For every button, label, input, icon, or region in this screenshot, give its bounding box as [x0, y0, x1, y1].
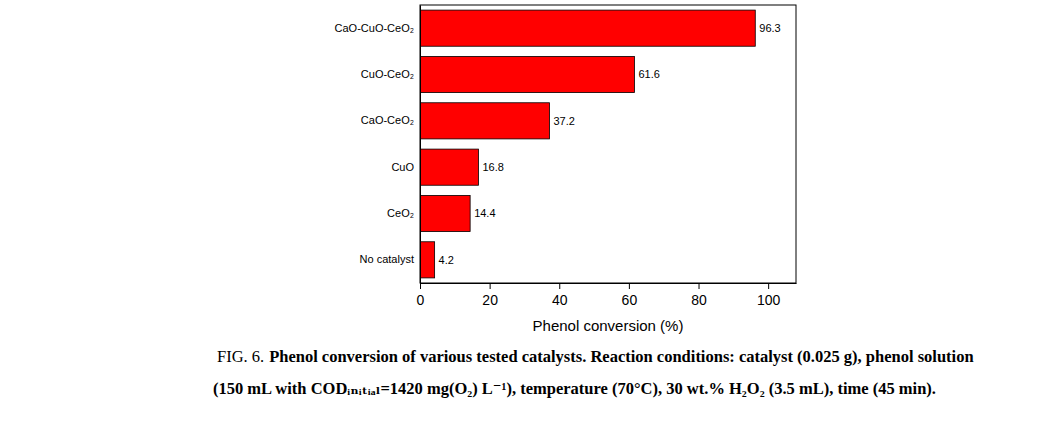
x-axis-line [421, 283, 797, 284]
x-tick-label: 60 [622, 292, 638, 308]
data-labels: 96.3 61.6 37.2 16.8 14.4 4.2 [439, 22, 781, 266]
y-tick-label: No catalyst [360, 253, 414, 265]
x-tick-label: 0 [417, 292, 425, 308]
x-tick: 40 [552, 283, 568, 308]
y-tick: CaO-CuO-CeO₂ [335, 22, 420, 34]
x-tick: 0 [417, 283, 425, 308]
y-tick-label: CuO-CeO₂ [361, 68, 414, 80]
x-axis: 0 20 40 60 80 100 [417, 283, 797, 308]
x-tick-label: 100 [757, 292, 781, 308]
y-tick: No catalyst [360, 253, 420, 265]
data-label: 61.6 [638, 68, 659, 80]
y-axis: CaO-CuO-CeO₂ CuO-CeO₂ CaO-CeO₂ CuO CeO₂ No ca… [335, 6, 421, 284]
data-label: 16.8 [482, 161, 503, 173]
x-tick-mark [768, 283, 769, 289]
x-tick-label: 40 [552, 292, 568, 308]
bars [420, 10, 755, 278]
y-tick: CuO-CeO₂ [361, 68, 420, 80]
bar [420, 103, 550, 139]
bar [420, 10, 755, 46]
caption-text: Phenol conversion of various tested cata… [269, 347, 973, 366]
x-tick-label: 80 [691, 292, 707, 308]
y-tick-label: CaO-CuO-CeO₂ [335, 22, 414, 34]
x-tick: 100 [757, 283, 781, 308]
caption-line: (150 mL with CODᵢₙᵢₜᵢₐₗ=1420 mg(O₂) L⁻¹)… [213, 379, 936, 398]
x-tick-mark [490, 283, 491, 289]
bar [420, 149, 478, 185]
data-label: 96.3 [759, 22, 780, 34]
x-tick: 20 [482, 283, 498, 308]
x-axis-title: Phenol conversion (%) [533, 317, 684, 334]
bar [420, 242, 435, 278]
x-tick-label: 20 [482, 292, 498, 308]
y-tick-label: CeO₂ [387, 207, 414, 219]
x-tick: 80 [691, 283, 707, 308]
caption: FIG. 6. Phenol conversion of various test… [213, 347, 974, 398]
x-tick-mark [559, 283, 560, 289]
y-tick: CuO [391, 161, 420, 173]
y-tick: CeO₂ [387, 207, 420, 219]
chart: 0 20 40 60 80 100 CaO-CuO-CeO₂ CuO-CeO₂ CaO-CeO₂… [0, 0, 1050, 427]
data-label: 14.4 [474, 207, 495, 219]
caption-label: FIG. 6. [217, 347, 264, 366]
y-axis-line [420, 6, 421, 284]
bar [420, 195, 470, 231]
data-label: 4.2 [439, 254, 454, 266]
x-tick: 60 [622, 283, 638, 308]
y-tick-label: CuO [391, 161, 414, 173]
y-tick: CaO-CeO₂ [361, 114, 420, 126]
plot-frame [420, 5, 796, 283]
y-tick-label: CaO-CeO₂ [361, 114, 414, 126]
x-tick-mark [420, 283, 421, 289]
caption-line: FIG. 6. Phenol conversion of various test… [217, 347, 974, 366]
bar [420, 56, 634, 92]
x-tick-mark [629, 283, 630, 289]
data-label: 37.2 [554, 115, 575, 127]
x-tick-mark [699, 283, 700, 289]
